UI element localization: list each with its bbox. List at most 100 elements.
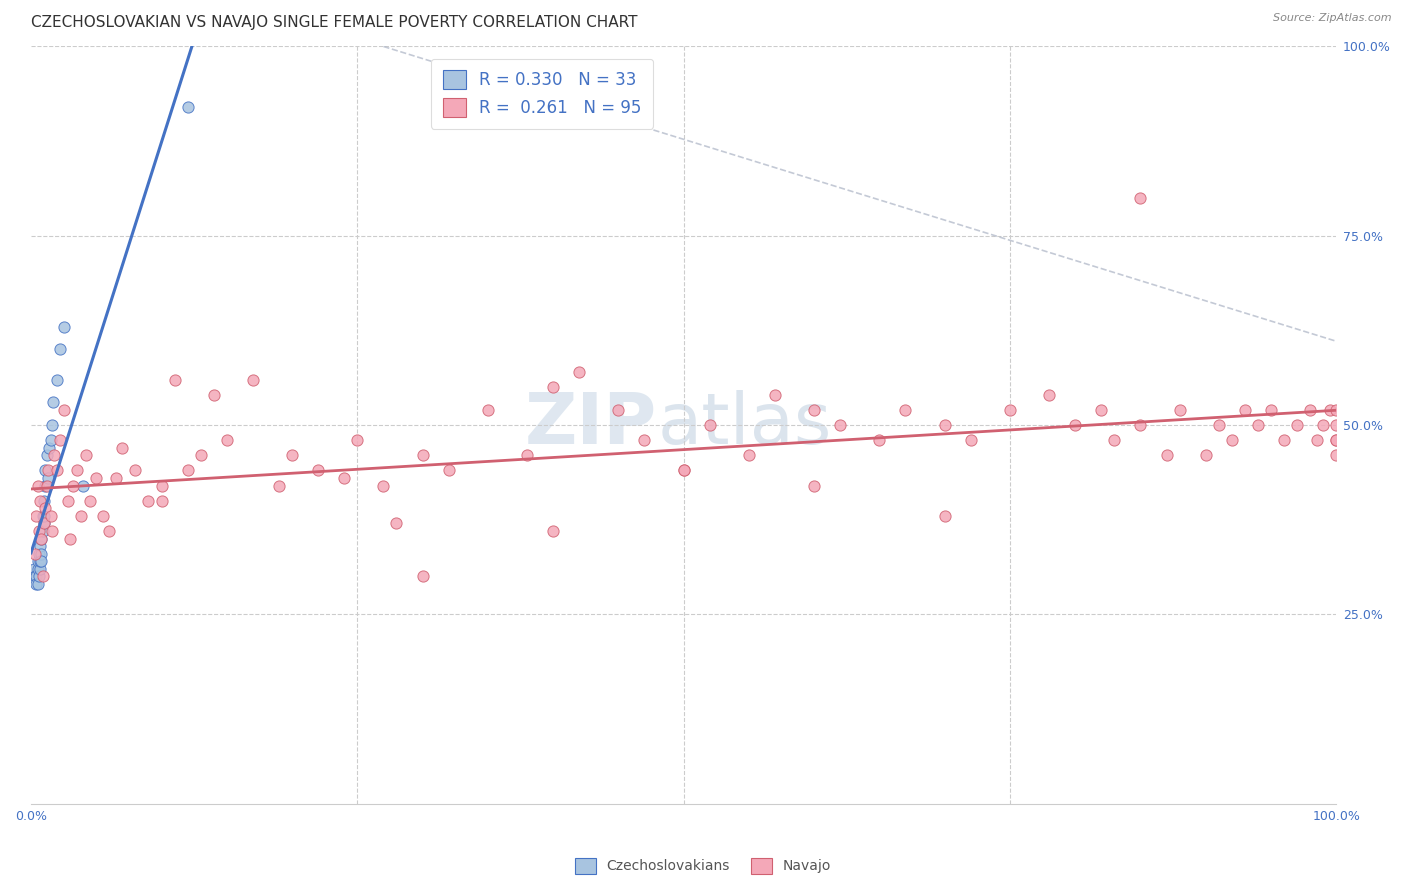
Point — [24, 547, 46, 561]
Point — [959, 433, 981, 447]
Point — [30, 532, 52, 546]
Point — [48, 433, 70, 447]
Point — [39, 433, 62, 447]
Point — [150, 478, 173, 492]
Point — [69, 508, 91, 523]
Point — [111, 441, 134, 455]
Point — [267, 478, 290, 492]
Point — [150, 493, 173, 508]
Point — [1038, 387, 1060, 401]
Point — [138, 493, 160, 508]
Point — [31, 569, 53, 583]
Point — [437, 463, 460, 477]
Point — [516, 448, 538, 462]
Point — [1312, 417, 1334, 432]
Point — [30, 562, 52, 576]
Point — [32, 516, 55, 531]
Point — [66, 463, 89, 477]
Point — [1247, 417, 1270, 432]
Point — [163, 373, 186, 387]
Point — [242, 373, 264, 387]
Point — [803, 478, 825, 492]
Point — [48, 343, 70, 357]
Point — [25, 577, 48, 591]
Point — [52, 319, 75, 334]
Point — [934, 417, 956, 432]
Point — [31, 524, 53, 538]
Point — [1090, 402, 1112, 417]
Point — [24, 569, 46, 583]
Point — [37, 463, 59, 477]
Point — [763, 387, 786, 401]
Point — [1195, 448, 1218, 462]
Legend: Czechoslovakians, Navajo: Czechoslovakians, Navajo — [568, 851, 838, 880]
Point — [52, 402, 75, 417]
Point — [803, 402, 825, 417]
Point — [385, 516, 408, 531]
Point — [79, 493, 101, 508]
Point — [738, 448, 761, 462]
Point — [32, 508, 55, 523]
Point — [1299, 402, 1322, 417]
Point — [30, 547, 52, 561]
Text: Source: ZipAtlas.com: Source: ZipAtlas.com — [1274, 13, 1392, 23]
Point — [32, 493, 55, 508]
Point — [44, 448, 66, 462]
Point — [202, 387, 225, 401]
Point — [46, 463, 69, 477]
Point — [46, 373, 69, 387]
Text: ZIP: ZIP — [526, 391, 658, 459]
Point — [1324, 402, 1347, 417]
Point — [31, 508, 53, 523]
Point — [373, 478, 395, 492]
Point — [30, 539, 52, 553]
Point — [59, 532, 82, 546]
Point — [868, 433, 890, 447]
Point — [72, 478, 94, 492]
Point — [1305, 433, 1327, 447]
Point — [39, 508, 62, 523]
Point — [30, 532, 52, 546]
Point — [41, 417, 63, 432]
Point — [346, 433, 368, 447]
Point — [672, 463, 695, 477]
Text: atlas: atlas — [658, 391, 832, 459]
Point — [56, 493, 79, 508]
Point — [34, 478, 56, 492]
Point — [1208, 417, 1230, 432]
Point — [30, 554, 52, 568]
Point — [176, 463, 198, 477]
Point — [190, 448, 212, 462]
Point — [672, 463, 695, 477]
Point — [1104, 433, 1126, 447]
Point — [124, 463, 146, 477]
Point — [28, 524, 51, 538]
Point — [38, 441, 60, 455]
Point — [998, 402, 1021, 417]
Point — [477, 402, 499, 417]
Point — [934, 508, 956, 523]
Point — [75, 448, 97, 462]
Point — [699, 417, 721, 432]
Point — [22, 562, 45, 576]
Point — [1285, 417, 1308, 432]
Point — [30, 493, 52, 508]
Point — [1064, 417, 1087, 432]
Point — [25, 508, 48, 523]
Text: CZECHOSLOVAKIAN VS NAVAJO SINGLE FEMALE POVERTY CORRELATION CHART: CZECHOSLOVAKIAN VS NAVAJO SINGLE FEMALE … — [31, 15, 637, 30]
Legend: R = 0.330   N = 33, R =  0.261   N = 95: R = 0.330 N = 33, R = 0.261 N = 95 — [430, 59, 654, 128]
Point — [1156, 448, 1178, 462]
Point — [37, 471, 59, 485]
Point — [104, 471, 127, 485]
Point — [541, 380, 564, 394]
Point — [1319, 402, 1341, 417]
Point — [1272, 433, 1295, 447]
Point — [27, 577, 49, 591]
Point — [1233, 402, 1256, 417]
Point — [412, 569, 434, 583]
Point — [34, 501, 56, 516]
Point — [1129, 191, 1152, 205]
Point — [1168, 402, 1191, 417]
Point — [830, 417, 852, 432]
Point — [91, 508, 114, 523]
